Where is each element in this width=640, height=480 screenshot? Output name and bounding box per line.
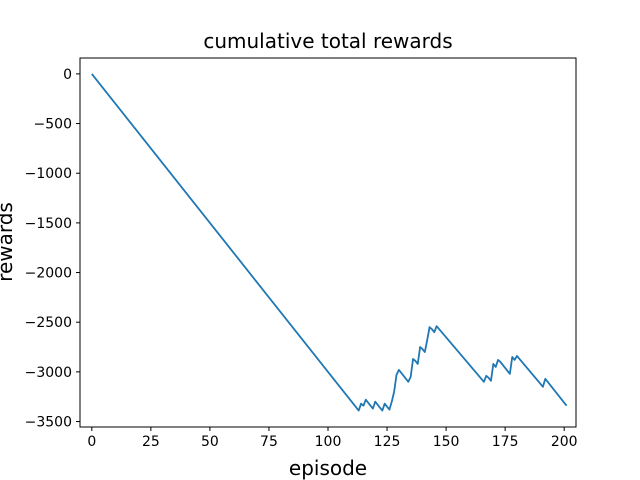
y-tick-label: −3500 bbox=[25, 415, 72, 431]
y-tick-label: −2000 bbox=[25, 266, 72, 282]
x-axis-label: episode bbox=[289, 456, 367, 480]
x-tick-label: 75 bbox=[260, 434, 278, 450]
x-tick-label: 100 bbox=[315, 434, 342, 450]
y-axis-label: rewards bbox=[0, 202, 17, 282]
y-tick-label: −3000 bbox=[25, 365, 72, 381]
x-axis: 0 25 50 75 100 125 150 175 200 bbox=[87, 427, 578, 450]
chart-title: cumulative total rewards bbox=[203, 29, 452, 53]
plot-frame bbox=[79, 57, 577, 428]
x-tick-label: 25 bbox=[142, 434, 160, 450]
y-tick-label: −2500 bbox=[25, 315, 72, 331]
series-group bbox=[91, 73, 568, 412]
y-tick-label: 0 bbox=[63, 67, 72, 83]
y-axis: 0 −500 −1000 −1500 −2000 −2500 −3000 −3500 bbox=[25, 67, 80, 431]
x-tick-label: 50 bbox=[201, 434, 219, 450]
y-tick-label: −1500 bbox=[25, 216, 72, 232]
x-tick-label: 200 bbox=[551, 434, 578, 450]
x-tick-label: 0 bbox=[87, 434, 96, 450]
x-tick-label: 175 bbox=[492, 434, 519, 450]
series-line bbox=[91, 73, 568, 412]
y-tick-label: −500 bbox=[34, 117, 72, 133]
x-tick-label: 125 bbox=[374, 434, 401, 450]
y-tick-label: −1000 bbox=[25, 166, 72, 182]
x-tick-label: 150 bbox=[433, 434, 460, 450]
